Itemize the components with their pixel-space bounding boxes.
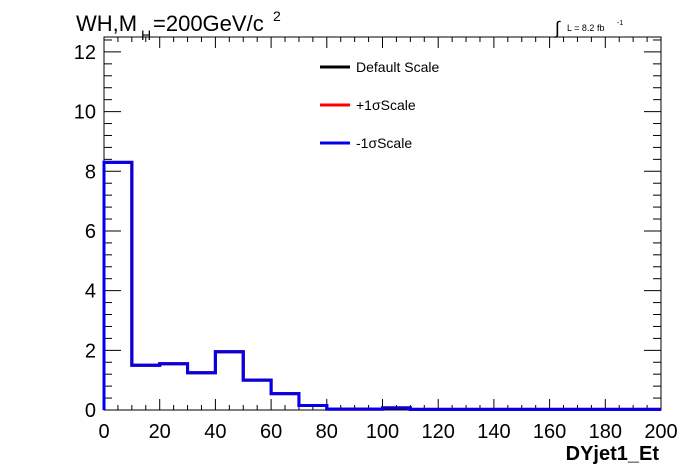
series-layer (102, 160, 661, 411)
x-tick-label: 160 (533, 421, 566, 443)
y-tick-label: 12 (74, 42, 96, 64)
x-tick-label: 80 (316, 421, 338, 443)
y-tick-label: 6 (85, 221, 96, 243)
x-tick-label: 20 (149, 421, 171, 443)
x-tick-label: 60 (260, 421, 282, 443)
plot-frame (103, 36, 662, 411)
x-tick-label: 40 (204, 421, 226, 443)
x-tick-label: 0 (98, 421, 109, 443)
title-subscript: H (141, 27, 151, 43)
x-tick-label: 200 (644, 421, 677, 443)
x-tick-label: 180 (589, 421, 622, 443)
x-axis-label: DYjet1_Et (566, 443, 660, 465)
x-tick-label: 120 (422, 421, 455, 443)
chart-title: WH,M H =200GeV/c 2 (76, 8, 281, 43)
legend-label-2: +1σScale (356, 97, 416, 113)
x-tick-label: 100 (366, 421, 399, 443)
y-tick-label: 8 (85, 161, 96, 183)
title-main: WH,M (76, 11, 137, 36)
legend: Default Scale +1σScale -1σScale (320, 59, 439, 151)
y-tick-label: 10 (74, 102, 96, 124)
y-tick-label: 4 (85, 281, 96, 303)
y-tick-label: 0 (85, 400, 96, 422)
title-superscript: 2 (273, 8, 281, 24)
legend-label-1: Default Scale (356, 59, 439, 75)
integral-sign: ∫ (553, 18, 561, 38)
luminosity-superscript: -1 (617, 20, 623, 27)
luminosity-text: L = 8.2 fb (567, 23, 604, 33)
luminosity-label: ∫ L = 8.2 fb -1 (553, 18, 623, 38)
legend-label-3: -1σScale (356, 135, 412, 151)
x-axis: 0 20 40 60 80 100 120 140 160 180 200 (98, 37, 678, 443)
x-tick-label: 140 (477, 421, 510, 443)
y-tick-label: 2 (85, 340, 96, 362)
series-line-3 (102, 160, 661, 411)
title-rest: =200GeV/c (153, 11, 264, 36)
